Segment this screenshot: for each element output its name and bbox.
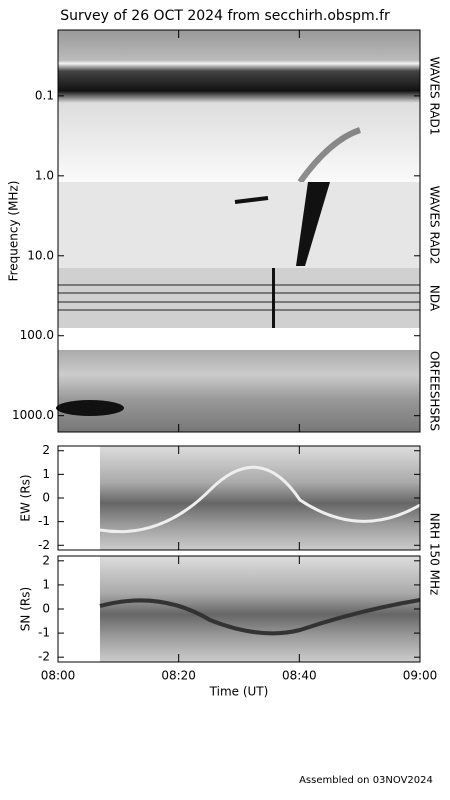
- instrument-label: WAVES RAD1: [428, 57, 442, 136]
- y-tick-label: 2: [42, 553, 50, 567]
- y-axis-label: Frequency (MHz): [7, 181, 21, 282]
- y-axis-label: EW (Rs): [19, 474, 33, 521]
- orfees-spectrum: [58, 350, 420, 432]
- ew-track: [99, 465, 421, 534]
- nda-spectrum: [58, 268, 420, 328]
- y-tick-label: 1.0: [35, 168, 54, 182]
- title: Survey of 26 OCT 2024 from secchirh.obsp…: [60, 8, 390, 24]
- y-tick-label: 1000.0: [12, 408, 54, 422]
- y-tick-label: 10.0: [27, 248, 54, 262]
- y-tick-label: 1: [42, 467, 50, 481]
- y-tick-label: -1: [38, 626, 50, 640]
- y-tick-label: -1: [38, 514, 50, 528]
- y-tick-label: -2: [38, 538, 50, 552]
- instrument-label: ORFEESHSRS: [428, 351, 442, 431]
- burst: [297, 127, 362, 184]
- burst: [56, 400, 124, 416]
- instrument-label: WAVES RAD2: [428, 186, 442, 265]
- burst: [272, 268, 275, 328]
- x-tick-label: 08:20: [161, 669, 196, 683]
- x-axis-label: Time (UT): [209, 685, 269, 699]
- ew-map: [100, 446, 420, 550]
- nda-lines: [58, 284, 420, 311]
- y-tick-label: 0.1: [35, 88, 54, 102]
- y-tick-label: 1: [42, 577, 50, 591]
- x-tick-label: 09:00: [403, 669, 438, 683]
- y-tick-label: 0: [42, 602, 50, 616]
- x-tick-label: 08:40: [282, 669, 317, 683]
- y-tick-label: 2: [42, 443, 50, 457]
- sn-track: [99, 598, 421, 636]
- y-tick-label: 0: [42, 491, 50, 505]
- burst: [296, 182, 330, 266]
- y-tick-label: 100.0: [20, 328, 54, 342]
- rad2-spectrum: [58, 182, 420, 268]
- x-tick-label: 08:00: [41, 669, 76, 683]
- footer: Assembled on 03NOV2024: [299, 775, 433, 786]
- rad1-spectrum: [58, 30, 420, 182]
- y-tick-label: -2: [38, 650, 50, 664]
- y-axis-label: SN (Rs): [19, 587, 33, 631]
- instrument-label: NRH 150 MHz: [428, 513, 442, 596]
- instrument-label: NDA: [428, 285, 442, 312]
- burst: [234, 196, 269, 204]
